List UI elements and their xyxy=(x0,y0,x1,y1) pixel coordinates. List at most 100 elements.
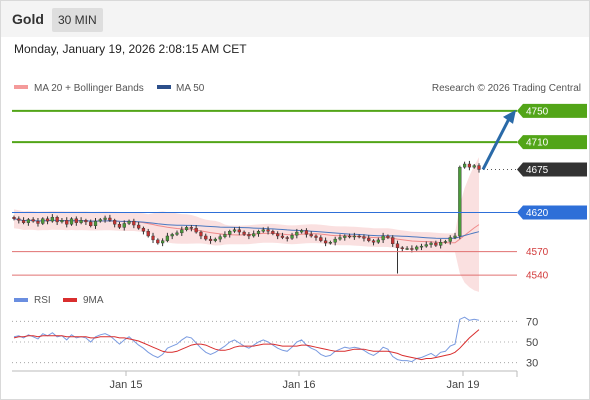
candle xyxy=(89,219,93,228)
x-tick-label: Jan 15 xyxy=(109,379,142,391)
candle-body xyxy=(84,220,88,223)
candle-body xyxy=(338,237,342,240)
candle-body xyxy=(194,227,198,233)
candle xyxy=(472,164,476,169)
bollinger-legend-label: MA 20 + Bollinger Bands xyxy=(34,83,144,94)
candle-body xyxy=(170,234,174,237)
candle-body xyxy=(165,235,170,241)
candle-body xyxy=(117,224,122,228)
candle xyxy=(65,217,69,228)
ma50-legend-label: MA 50 xyxy=(176,83,205,94)
candle xyxy=(242,230,246,236)
candle-body xyxy=(31,219,35,222)
candle-body xyxy=(448,237,452,242)
candle xyxy=(271,229,275,236)
candle xyxy=(319,235,323,243)
candle-body xyxy=(285,237,289,239)
rsi-tick-50: 50 xyxy=(526,337,538,349)
candle xyxy=(376,237,380,244)
candle-body xyxy=(141,227,146,232)
candle-body xyxy=(242,231,246,235)
candle xyxy=(300,228,304,234)
rsi-legend-label: RSI xyxy=(34,295,51,306)
rsi-panel: 70 50 30 xyxy=(12,316,538,370)
candle xyxy=(347,233,352,239)
candle-body xyxy=(60,220,64,223)
level-label-4710: 4710 xyxy=(526,138,549,149)
candle xyxy=(74,216,78,226)
level-tag-4750 xyxy=(517,103,587,118)
candle-body xyxy=(65,220,69,225)
candle-body xyxy=(237,229,241,233)
candle-body xyxy=(352,235,356,238)
candle xyxy=(314,234,318,241)
candle xyxy=(175,230,179,236)
candle-body xyxy=(458,166,462,237)
candle xyxy=(117,221,122,229)
candle xyxy=(184,225,189,232)
candle xyxy=(453,232,457,240)
candle xyxy=(252,230,256,238)
candle xyxy=(146,228,150,238)
x-tick-label: Jan 16 xyxy=(282,379,315,391)
candle xyxy=(199,230,203,240)
candle xyxy=(357,234,361,239)
candle-body xyxy=(343,235,347,238)
candle xyxy=(371,239,376,246)
candle xyxy=(419,243,424,251)
candle-body xyxy=(137,224,141,229)
candle xyxy=(443,239,448,244)
candle xyxy=(218,234,222,243)
candle-body xyxy=(477,165,481,170)
rsi-tick-30: 30 xyxy=(526,358,538,370)
candle-body xyxy=(122,223,126,228)
candle-body xyxy=(74,218,78,223)
candle xyxy=(290,232,294,240)
candle xyxy=(160,238,165,247)
candle-body xyxy=(26,219,31,223)
candle-body xyxy=(386,235,390,238)
candle xyxy=(98,217,102,223)
candle xyxy=(141,226,146,235)
candle-body xyxy=(261,229,265,232)
level-label-4750: 4750 xyxy=(526,106,549,117)
x-axis: Jan 15 Jan 16 Jan 19 xyxy=(109,371,480,391)
candle xyxy=(26,217,31,226)
candle-body xyxy=(314,235,318,238)
candle-body xyxy=(439,242,443,246)
candle xyxy=(69,217,74,226)
candle xyxy=(45,216,50,225)
candle xyxy=(367,235,371,243)
rsi-ma-legend-swatch xyxy=(63,298,77,302)
candle xyxy=(228,229,232,238)
candle xyxy=(55,215,59,226)
credit-label: Research © 2026 Trading Central xyxy=(432,83,581,94)
candle xyxy=(386,234,390,240)
candle-body xyxy=(367,238,371,241)
period-badge[interactable]: 30 MIN xyxy=(52,8,103,32)
ma50-line xyxy=(13,218,480,239)
candle xyxy=(323,237,328,247)
candle xyxy=(256,229,261,237)
candle-body xyxy=(347,235,352,238)
candle-body xyxy=(276,233,280,237)
candle-body xyxy=(323,240,328,244)
candle xyxy=(333,236,337,246)
candle xyxy=(12,215,16,221)
candle-body xyxy=(69,218,74,225)
bollinger-legend-swatch xyxy=(14,85,28,89)
symbol-title: Gold xyxy=(12,11,44,27)
candle-body xyxy=(391,237,395,244)
candle-body xyxy=(184,227,189,230)
candle xyxy=(328,240,333,245)
candle-body xyxy=(319,237,323,241)
candle-body xyxy=(55,217,59,223)
candle-body xyxy=(103,217,107,220)
candle xyxy=(285,235,289,242)
candle xyxy=(165,232,170,243)
candle-body xyxy=(189,227,193,229)
candle xyxy=(462,161,467,169)
candle-body xyxy=(333,238,337,243)
